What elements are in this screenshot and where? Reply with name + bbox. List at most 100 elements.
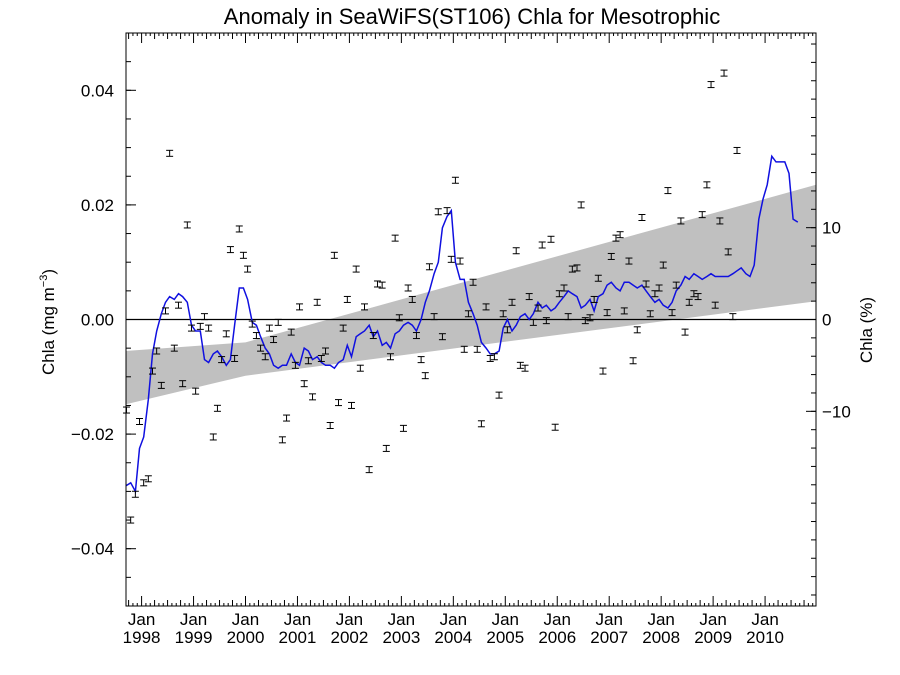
- monthly-point: [616, 231, 624, 239]
- x-tick-label-year: 2003: [382, 628, 420, 647]
- y-axis-left-label-close: ): [39, 269, 58, 275]
- monthly-point: [330, 251, 338, 259]
- monthly-point: [322, 347, 330, 355]
- monthly-point: [309, 393, 317, 401]
- monthly-point: [529, 318, 537, 326]
- x-tick-label-year: 1998: [123, 628, 161, 647]
- monthly-point: [464, 310, 472, 318]
- monthly-point: [123, 406, 131, 414]
- monthly-point: [668, 309, 676, 317]
- monthly-point: [131, 490, 139, 498]
- monthly-point: [148, 367, 156, 375]
- monthly-point: [434, 208, 442, 216]
- monthly-point: [417, 356, 425, 364]
- x-tick-label-month: Jan: [128, 610, 155, 629]
- monthly-point: [486, 354, 494, 362]
- x-tick-label-month: Jan: [232, 610, 259, 629]
- monthly-point: [655, 284, 663, 292]
- monthly-point: [300, 380, 308, 388]
- monthly-point: [716, 217, 724, 225]
- monthly-point: [239, 251, 247, 259]
- x-tick-label-month: Jan: [647, 610, 674, 629]
- monthly-point: [438, 333, 446, 341]
- x-tick-label-year: 2008: [642, 628, 680, 647]
- monthly-point: [512, 247, 520, 255]
- monthly-point: [625, 257, 633, 265]
- monthly-point: [542, 317, 550, 325]
- right-axis: −10 0 10: [806, 43, 851, 596]
- monthly-point: [642, 280, 650, 288]
- x-tick-label-month: Jan: [388, 610, 415, 629]
- monthly-point: [733, 146, 741, 154]
- monthly-point: [140, 479, 148, 487]
- monthly-point: [525, 293, 533, 301]
- monthly-point: [252, 332, 260, 340]
- monthly-point: [347, 401, 355, 409]
- monthly-point: [313, 298, 321, 306]
- monthly-point: [373, 280, 381, 288]
- monthly-point: [408, 295, 416, 303]
- monthly-point: [451, 176, 459, 184]
- monthly-point: [265, 324, 273, 332]
- monthly-point: [629, 357, 637, 365]
- y-axis-right-label: Chla (%): [857, 297, 876, 363]
- monthly-point: [724, 248, 732, 256]
- monthly-point: [399, 424, 407, 432]
- x-tick-label-month: Jan: [440, 610, 467, 629]
- monthly-point: [707, 81, 715, 89]
- monthly-point: [460, 345, 468, 353]
- monthly-point: [586, 314, 594, 322]
- monthly-point: [283, 414, 291, 422]
- y-right-tick-label: −10: [822, 402, 851, 421]
- monthly-point: [421, 372, 429, 380]
- monthly-point: [469, 278, 477, 286]
- monthly-point: [296, 303, 304, 311]
- monthly-point: [360, 303, 368, 311]
- x-tick-label-year: 2000: [227, 628, 265, 647]
- x-tick-label-year: 2005: [486, 628, 524, 647]
- monthly-point: [352, 265, 360, 273]
- trend-band-layer: [126, 184, 816, 405]
- x-tick-label-year: 2007: [590, 628, 628, 647]
- monthly-point: [443, 207, 451, 215]
- monthly-point: [200, 313, 208, 321]
- monthly-point: [144, 475, 152, 483]
- monthly-point: [672, 281, 680, 289]
- monthly-point: [564, 313, 572, 321]
- monthly-point: [477, 420, 485, 428]
- monthly-point: [594, 274, 602, 282]
- monthly-point: [226, 246, 234, 254]
- monthly-point: [196, 322, 204, 330]
- monthly-point: [560, 284, 568, 292]
- monthly-point: [490, 353, 498, 361]
- monthly-point: [161, 307, 169, 315]
- x-tick-label-month: Jan: [595, 610, 622, 629]
- monthly-point: [577, 201, 585, 209]
- monthly-point: [326, 422, 334, 430]
- monthly-point: [659, 261, 667, 269]
- monthly-point: [218, 356, 226, 364]
- left-axis: −0.04 −0.02 0.00 0.02 0.04: [71, 61, 136, 578]
- monthly-point: [365, 466, 373, 474]
- monthly-point: [187, 324, 195, 332]
- monthly-point: [720, 69, 728, 77]
- monthly-point: [205, 324, 213, 332]
- monthly-point: [607, 252, 615, 260]
- monthly-point: [685, 298, 693, 306]
- monthly-point: [447, 255, 455, 263]
- monthly-points-layer: [123, 69, 741, 524]
- monthly-point: [157, 381, 165, 389]
- monthly-point: [369, 332, 377, 340]
- x-tick-label-year: 1999: [175, 628, 213, 647]
- monthly-point: [534, 304, 542, 312]
- y-axis-left-label-sup: −3: [38, 275, 50, 288]
- x-tick-label-month: Jan: [180, 610, 207, 629]
- monthly-point: [620, 307, 628, 315]
- monthly-point: [356, 364, 364, 372]
- x-tick-label-year: 2004: [434, 628, 472, 647]
- y-right-tick-label: 0: [822, 311, 831, 330]
- monthly-point: [339, 324, 347, 332]
- x-tick-label-month: Jan: [336, 610, 363, 629]
- monthly-point: [430, 313, 438, 321]
- monthly-point: [257, 344, 265, 352]
